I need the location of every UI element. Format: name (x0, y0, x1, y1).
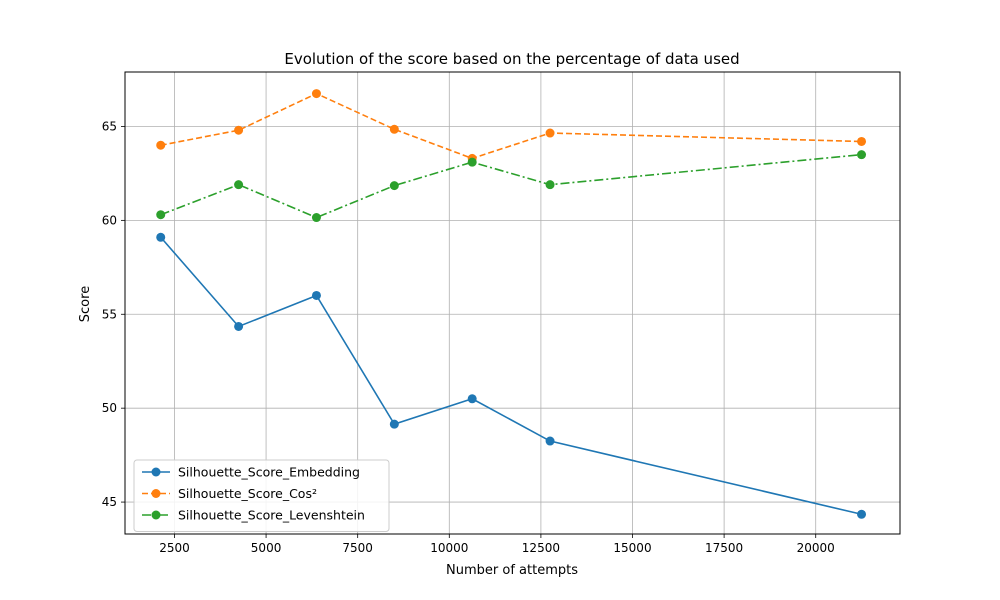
data-point (234, 125, 244, 135)
data-point (156, 210, 166, 220)
data-point (311, 290, 321, 300)
data-point (234, 321, 244, 331)
legend-marker (151, 467, 161, 477)
data-point (545, 436, 555, 446)
x-tick-label: 10000 (430, 541, 468, 555)
y-axis-label: Score (78, 286, 93, 322)
data-point (156, 232, 166, 242)
y-tick-label: 65 (102, 119, 117, 133)
x-tick-label: 17500 (705, 541, 743, 555)
x-tick-label: 7500 (342, 541, 373, 555)
data-point (545, 180, 555, 190)
plot-frame (124, 71, 901, 535)
legend-label: Silhouette_Score_Levenshtein (178, 508, 365, 523)
legend-label: Silhouette_Score_Embedding (178, 465, 360, 480)
data-point (545, 128, 555, 138)
y-tick-label: 45 (102, 495, 117, 509)
data-point (467, 394, 477, 404)
data-point (467, 157, 477, 167)
data-point (857, 150, 867, 160)
legend-marker (151, 489, 161, 498)
data-point (389, 124, 399, 134)
legend-box (133, 459, 390, 532)
data-point (857, 509, 867, 519)
legend: Silhouette_Score_Embedding Silhouette_Sco… (133, 459, 390, 532)
series-silhouette-score-embedding (156, 232, 867, 519)
series-silhouette-score-levenshtein (156, 150, 867, 223)
data-point (311, 213, 321, 223)
x-tick-label: 5000 (251, 541, 282, 555)
legend-label: Silhouette_Score_Cos² (178, 486, 317, 501)
data-point (389, 181, 399, 191)
chart-title: Evolution of the score based on the perc… (284, 50, 739, 68)
grid-layer (125, 72, 900, 534)
data-point (156, 140, 166, 150)
x-tick-label: 2500 (159, 541, 190, 555)
x-tick-label: 12500 (522, 541, 560, 555)
series-silhouette-score-cos- (156, 89, 867, 163)
data-point (311, 89, 321, 99)
legend-marker (151, 510, 161, 520)
data-point (857, 136, 867, 146)
data-point (234, 180, 244, 190)
series-layer (156, 89, 867, 519)
x-tick-label: 20000 (797, 541, 835, 555)
data-point (389, 419, 399, 429)
y-tick-label: 60 (102, 213, 117, 227)
tick-layer: 2500 5000 7500 10000 12500 15000 17500 20000 45 5… (102, 119, 835, 555)
y-tick-label: 50 (102, 401, 117, 415)
y-tick-label: 55 (102, 307, 117, 321)
x-tick-label: 15000 (613, 541, 651, 555)
x-axis-label: Number of attempts (446, 563, 578, 578)
